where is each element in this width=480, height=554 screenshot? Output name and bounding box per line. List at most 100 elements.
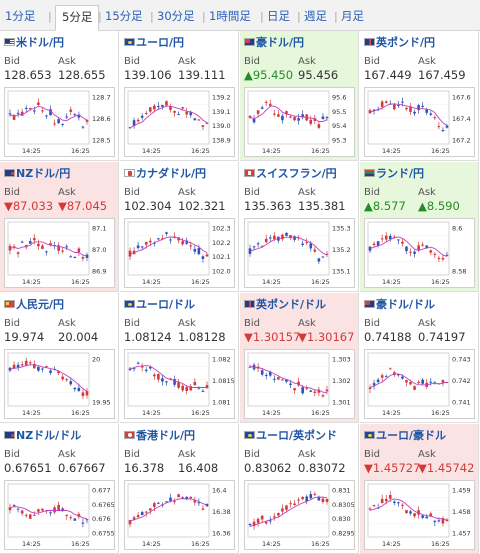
mini-candlestick-chart[interactable]: 0.831 0.8305 0.830 0.8295 14:25 16:25 [244, 480, 355, 550]
pair-title[interactable]: 米ドル/円 [4, 35, 64, 49]
pair-title[interactable]: 香港ドル/円 [124, 428, 195, 442]
moving-average-line [129, 236, 208, 255]
candle-body [73, 114, 77, 116]
mini-candlestick-chart[interactable]: 139.2 139.1 139.0 138.9 14:25 16:25 [124, 87, 235, 157]
candle-body [433, 117, 437, 119]
ask-arrow-icon: ▼ [298, 330, 307, 344]
candle-body [313, 391, 317, 393]
rate-panel[interactable]: NZドル/円 Bid Ask ▼87.033 ▼87.045 87.1 87.0 86.9 14… [0, 162, 119, 292]
candle-body [49, 370, 52, 373]
pair-title[interactable]: 英ポンド/ドル [244, 297, 326, 311]
rate-panel[interactable]: ユーロ/円 Bid Ask 139.106 139.111 139.2 139.1 139.0… [120, 31, 239, 161]
pair-title[interactable]: ユーロ/英ポンド [244, 428, 337, 442]
tab-15min[interactable]: 15分足 [105, 9, 143, 23]
mini-candlestick-chart[interactable]: 1.082 1.0815 1.081 14:25 16:25 [124, 349, 235, 419]
rate-panel[interactable]: 英ポンド/円 Bid Ask 167.449 167.459 167.6 167.4 167.… [360, 31, 479, 161]
rate-panel[interactable]: ユーロ/英ポンド Bid Ask 0.83062 0.83072 0.831 0.8305 0… [240, 424, 359, 554]
mini-candlestick-chart[interactable]: 16.4 16.38 16.36 14:25 16:25 [124, 480, 235, 550]
candle-body [260, 515, 264, 520]
x-tick-label: 14:25 [382, 540, 401, 548]
candle-body [273, 378, 276, 380]
tab-1min[interactable]: 1分足 [5, 9, 36, 23]
mini-candlestick-chart[interactable]: 0.677 0.6765 0.676 0.6755 14:25 16:25 [4, 480, 115, 550]
mini-candlestick-chart[interactable]: 95.6 95.5 95.4 95.3 14:25 16:25 [244, 87, 355, 157]
x-tick-label: 16:25 [431, 540, 450, 548]
tab-30min[interactable]: 30分足 [157, 9, 195, 23]
pair-name: 人民元/円 [16, 298, 65, 311]
pair-title[interactable]: ランド/円 [364, 166, 424, 180]
ask-value: 20.004 [58, 330, 98, 344]
pair-title[interactable]: ユーロ/円 [124, 35, 184, 49]
candle-body [397, 239, 400, 241]
candle-body [185, 496, 189, 499]
pair-title[interactable]: NZドル/ドル [4, 428, 81, 442]
candle-body [388, 494, 392, 499]
tab-daily[interactable]: 日足 [267, 9, 290, 23]
hk-flag-icon [124, 431, 135, 439]
cn-flag-icon [4, 300, 15, 308]
mini-candlestick-chart[interactable]: 102.3 102.2 102.1 102.0 14:25 16:25 [124, 218, 235, 288]
rate-panel[interactable]: 豪ドル/円 Bid Ask ▲95.450 95.456 95.6 95.5 95.4 95.3… [240, 31, 359, 161]
mini-candlestick-chart[interactable]: 20 19.95 14:25 16:25 [4, 349, 115, 419]
ca-flag-icon [124, 169, 135, 177]
mini-candlestick-chart[interactable]: 128.7 128.6 128.5 14:25 16:25 [4, 87, 115, 157]
y-tick-label: 86.9 [92, 268, 106, 276]
candle-body [368, 246, 372, 251]
rate-panel[interactable]: スイスフラン/円 Bid Ask 135.363 135.381 135.3 135.2 13… [240, 162, 359, 292]
candle-body [277, 114, 280, 117]
rate-panel[interactable]: 人民元/円 Bid Ask 19.974 20.004 20 19.95 14:25 16:25 [0, 293, 119, 423]
candle-body [313, 118, 317, 121]
rate-panel[interactable]: 香港ドル/円 Bid Ask 16.378 16.408 16.4 16.38 16.36 14… [120, 424, 239, 554]
tab-weekly[interactable]: 週足 [304, 9, 327, 23]
ask-arrow-icon: ▼ [418, 461, 427, 475]
candle-body [321, 498, 325, 502]
rate-panel[interactable]: 米ドル/円 Bid Ask 128.653 128.655 128.7 128.6 128.5… [0, 31, 119, 161]
pair-title[interactable]: NZドル/円 [4, 166, 70, 180]
pair-title[interactable]: 英ポンド/円 [364, 35, 435, 49]
candle-body [181, 241, 184, 245]
candle-body [321, 256, 325, 258]
candle-body [441, 257, 445, 260]
rate-panel[interactable]: 豪ドル/ドル Bid Ask 0.74188 0.74197 0.743 0.742 0.74… [360, 293, 479, 423]
mini-candlestick-chart[interactable]: 1.459 1.458 1.457 14:25 16:25 [364, 480, 475, 550]
pair-title[interactable]: 豪ドル/円 [244, 35, 304, 49]
rate-panel[interactable]: NZドル/ドル Bid Ask 0.67651 0.67667 0.677 0.6765 0.… [0, 424, 119, 554]
ask-label: Ask [298, 187, 316, 198]
candle-body [401, 101, 404, 103]
rate-panel[interactable]: 英ポンド/ドル Bid Ask ▼1.30157 ▼1.30167 1.303 1.302 1… [240, 293, 359, 423]
rate-panel[interactable]: ユーロ/ドル Bid Ask 1.08124 1.08128 1.082 1.0815 1.0… [120, 293, 239, 423]
candle-body [33, 514, 36, 516]
mini-candlestick-chart[interactable]: 8.6 8.58 14:25 16:25 [364, 218, 475, 288]
pair-title[interactable]: ユーロ/ドル [124, 297, 195, 311]
bid-label: Bid [4, 187, 20, 198]
candle-body [285, 505, 288, 510]
candle-body [132, 517, 136, 520]
pair-title[interactable]: 豪ドル/ドル [364, 297, 435, 311]
candle-body [268, 103, 272, 106]
mini-candlestick-chart[interactable]: 135.3 135.2 135.1 14:25 16:25 [244, 218, 355, 288]
y-tick-label: 139.0 [212, 122, 231, 130]
bid-value: ▲95.450 [244, 68, 293, 82]
rate-panel[interactable]: カナダドル/円 Bid Ask 102.304 102.321 102.3 102.2 102… [120, 162, 239, 292]
pair-title[interactable]: スイスフラン/円 [244, 166, 337, 180]
mini-candlestick-chart[interactable]: 87.1 87.0 86.9 14:25 16:25 [4, 218, 115, 288]
mini-candlestick-chart[interactable]: 167.6 167.4 167.2 14:25 16:25 [364, 87, 475, 157]
candle-body [57, 504, 60, 511]
candle-body [380, 238, 384, 240]
pair-title[interactable]: カナダドル/円 [124, 166, 206, 180]
mini-candlestick-chart[interactable]: 0.743 0.742 0.741 14:25 16:25 [364, 349, 475, 419]
ask-value: 0.67667 [58, 461, 106, 475]
bid-value: 0.74188 [364, 330, 412, 344]
ask-label: Ask [178, 56, 196, 67]
tab-5min[interactable]: 5分足 [55, 5, 100, 31]
candle-body [16, 364, 20, 368]
ask-value: 102.321 [178, 199, 226, 213]
pair-title[interactable]: ユーロ/豪ドル [364, 428, 446, 442]
rate-panel[interactable]: ユーロ/豪ドル Bid Ask ▼1.45727 ▼1.45742 1.459 1.458 1… [360, 424, 479, 554]
rate-panel[interactable]: ランド/円 Bid Ask ▲8.577 ▲8.590 8.6 8.58 14:25 16:25 [360, 162, 479, 292]
pair-title[interactable]: 人民元/円 [4, 297, 64, 311]
mini-candlestick-chart[interactable]: 1.303 1.302 1.301 14:25 16:25 [244, 349, 355, 419]
tab-1hour[interactable]: 1時間足 [209, 9, 251, 23]
candle-body [293, 388, 296, 391]
tab-monthly[interactable]: 月足 [341, 9, 364, 23]
